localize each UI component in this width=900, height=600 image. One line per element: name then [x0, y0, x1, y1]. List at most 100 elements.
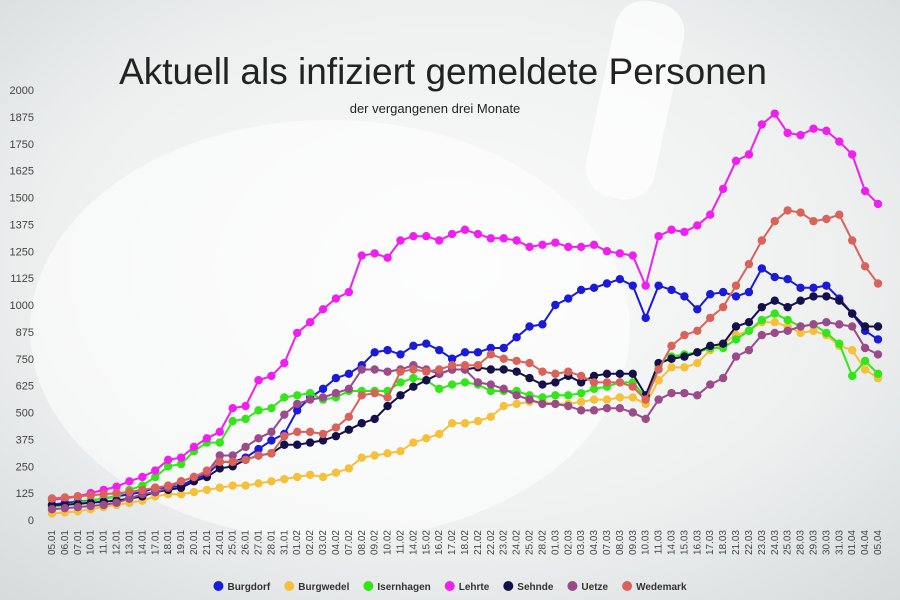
- data-point: [460, 378, 470, 387]
- plot-area: 0 125 250 375 500 625 750 875 1000 1125 1250 1375 15…: [10, 85, 884, 555]
- data-point: [525, 395, 534, 404]
- data-point: [680, 352, 689, 361]
- data-point: [112, 488, 121, 498]
- data-point: [344, 287, 354, 297]
- data-point: [486, 412, 496, 421]
- y-tick-label: 125: [16, 488, 34, 500]
- data-point: [512, 391, 521, 400]
- data-point: [615, 404, 625, 413]
- data-point: [744, 318, 754, 327]
- data-point: [318, 472, 328, 482]
- x-tick-label: 20.01: [189, 530, 200, 555]
- data-point: [731, 156, 741, 166]
- data-point: [847, 236, 857, 245]
- data-point: [499, 365, 508, 374]
- x-tick-label: 11.01: [99, 530, 110, 555]
- chart-subtitle: der vergangenen drei Monate: [350, 101, 521, 116]
- data-point: [396, 350, 405, 359]
- data-point: [770, 296, 779, 305]
- data-point: [305, 427, 315, 437]
- data-point: [873, 369, 883, 378]
- data-point: [280, 358, 289, 368]
- data-point: [589, 240, 599, 249]
- legend-label: Wedemark: [636, 582, 687, 593]
- data-point: [422, 434, 431, 443]
- x-tick-label: 08.02: [357, 530, 368, 555]
- data-point: [796, 208, 805, 217]
- data-point: [357, 391, 366, 400]
- data-point: [602, 247, 612, 256]
- data-point: [770, 272, 779, 282]
- data-point: [73, 492, 83, 501]
- x-tick-label: 17.03: [705, 530, 716, 555]
- x-tick-label: 25.01: [228, 530, 239, 555]
- data-point: [822, 281, 831, 290]
- data-point: [589, 378, 599, 387]
- data-point: [254, 434, 263, 443]
- x-tick-label: 18.03: [718, 530, 729, 555]
- data-point: [267, 477, 276, 486]
- data-point: [396, 367, 405, 376]
- data-point: [873, 199, 883, 209]
- x-tick-label: 19.01: [176, 530, 187, 555]
- data-point: [783, 128, 792, 138]
- legend-item: Lehrte: [444, 581, 490, 593]
- x-tick-label: 23.03: [757, 530, 768, 555]
- data-point: [796, 328, 805, 338]
- data-point: [809, 292, 818, 301]
- data-point: [641, 281, 650, 290]
- data-point: [576, 388, 586, 398]
- data-point: [151, 483, 160, 492]
- data-point: [241, 455, 250, 464]
- x-tick-label: 04.04: [860, 530, 871, 555]
- data-point: [706, 341, 715, 351]
- data-point: [551, 369, 560, 378]
- y-tick-label: 1875: [10, 112, 34, 124]
- x-tick-label: 23.02: [499, 530, 510, 555]
- legend-swatch: [363, 581, 374, 591]
- data-point: [267, 436, 276, 445]
- data-point: [783, 275, 792, 284]
- data-point: [499, 234, 508, 243]
- data-point: [112, 498, 121, 507]
- x-tick-label: 01.02: [292, 530, 303, 555]
- x-tick-label: 28.01: [266, 530, 277, 555]
- data-point: [434, 345, 444, 355]
- data-point: [280, 431, 289, 441]
- data-point: [202, 434, 212, 443]
- data-point: [667, 341, 676, 351]
- data-point: [847, 371, 857, 381]
- data-point: [189, 472, 199, 482]
- data-point: [796, 283, 805, 292]
- x-tick-label: 02.02: [305, 530, 316, 555]
- x-tick-label: 17.02: [447, 530, 458, 555]
- data-point: [370, 348, 379, 357]
- data-point: [293, 472, 302, 482]
- data-point: [280, 440, 289, 449]
- data-point: [680, 363, 689, 372]
- data-point: [847, 309, 857, 318]
- data-point: [706, 290, 715, 299]
- data-point: [564, 367, 573, 376]
- data-point: [112, 482, 121, 491]
- data-point: [138, 472, 147, 482]
- data-point: [318, 384, 328, 394]
- data-point: [538, 320, 547, 329]
- data-point: [796, 322, 805, 331]
- x-tick-label: 16.02: [434, 530, 445, 555]
- data-point: [835, 137, 844, 146]
- x-tick-label: 24.01: [215, 530, 226, 555]
- data-point: [576, 285, 586, 295]
- data-point: [280, 474, 289, 484]
- data-point: [576, 371, 586, 381]
- data-point: [267, 427, 276, 437]
- data-point: [473, 361, 483, 370]
- data-point: [551, 399, 560, 409]
- legend-label: Sehnde: [517, 582, 554, 593]
- data-point: [718, 373, 728, 383]
- data-point: [551, 300, 560, 310]
- data-point: [680, 388, 689, 398]
- data-point: [215, 451, 224, 460]
- data-point: [163, 462, 173, 471]
- data-point: [641, 313, 650, 323]
